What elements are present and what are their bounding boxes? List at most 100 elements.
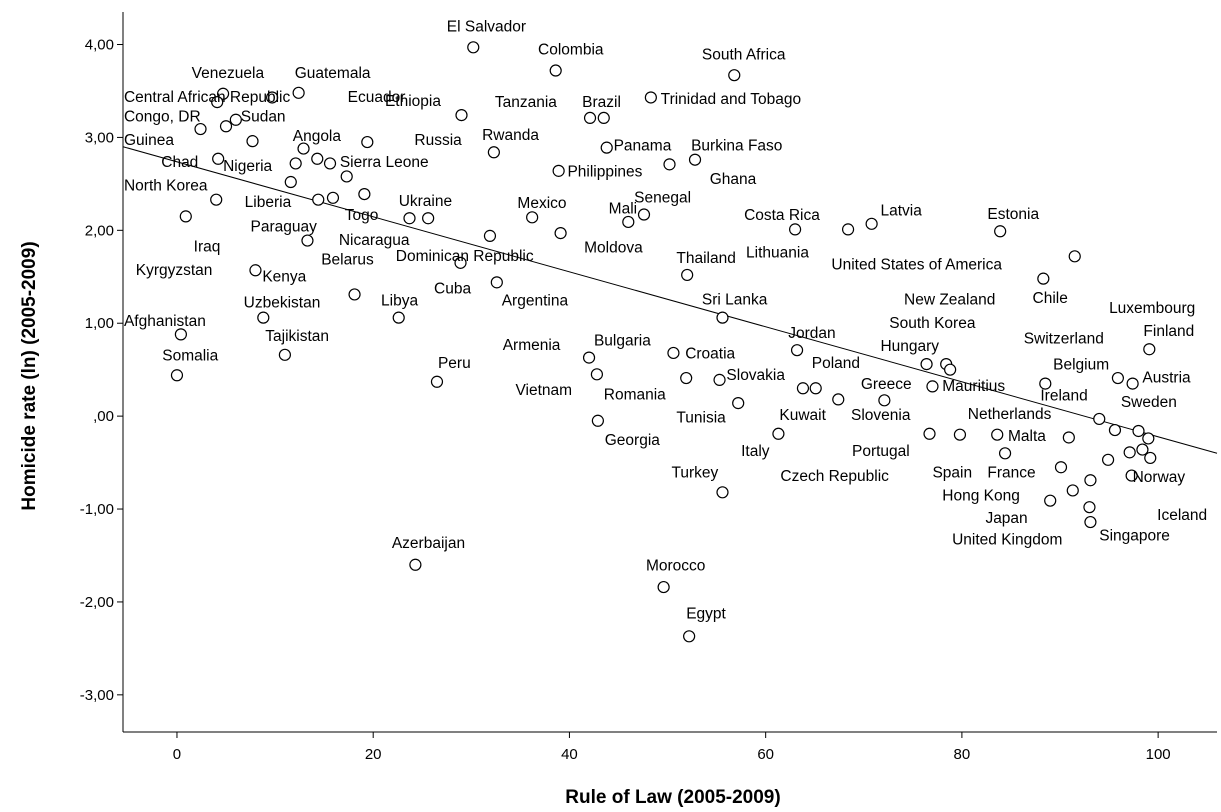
data-point [1093, 412, 1106, 426]
point-label: Peru [438, 355, 471, 372]
point-label: Singapore [1099, 528, 1170, 545]
data-point [289, 157, 302, 170]
point-label: Afghanistan [124, 313, 206, 330]
point-label: Liberia [245, 194, 292, 211]
data-point [582, 351, 596, 364]
point-label: New Zealand [904, 292, 995, 309]
data-point [323, 157, 337, 170]
point-label: Thailand [676, 250, 735, 267]
point-label: Trinidad and Tobago [661, 91, 801, 108]
fit-line-group [122, 146, 1218, 454]
point-label: Libya [381, 293, 418, 310]
data-point [600, 141, 613, 154]
point-label: Dominican Republic [396, 248, 534, 265]
data-point [219, 120, 233, 133]
point-label: Venezuela [192, 65, 265, 82]
point-label: Mauritius [942, 378, 1005, 395]
data-point [212, 152, 225, 165]
data-point [644, 91, 657, 104]
point-label: Latvia [880, 202, 922, 219]
data-point [487, 146, 500, 159]
point-label: United Kingdom [952, 531, 1062, 548]
data-point [1108, 423, 1122, 437]
point-label: Slovenia [851, 407, 911, 424]
data-point [246, 135, 259, 148]
data-point [358, 187, 371, 201]
data-point [455, 109, 468, 122]
data-point [430, 375, 444, 388]
point-label: Kenya [262, 268, 306, 285]
point-label: Mali [609, 201, 637, 218]
data-point [229, 113, 242, 126]
data-point [1132, 424, 1145, 438]
data-point [637, 208, 651, 221]
data-point [1054, 461, 1068, 474]
data-point [1144, 451, 1157, 465]
point-label: Iceland [1157, 507, 1207, 524]
data-point [170, 369, 184, 382]
data-point [409, 558, 422, 571]
data-point [865, 217, 878, 230]
y-tick-label: ,00 [93, 408, 114, 425]
point-label: Colombia [538, 42, 604, 59]
data-point [713, 373, 726, 386]
point-label: Vietnam [515, 382, 572, 399]
point-label: South Africa [702, 46, 786, 63]
data-point [772, 427, 785, 440]
point-label: Malta [1008, 428, 1046, 445]
data-point [998, 447, 1012, 460]
data-point [216, 87, 230, 100]
point-label: Finland [1143, 323, 1194, 340]
point-label: Croatia [685, 346, 735, 363]
data-point [688, 153, 702, 166]
x-tick-label: 100 [1146, 746, 1171, 763]
point-label: Rwanda [482, 127, 539, 144]
point-label: Brazil [582, 94, 621, 111]
point-label: Ethiopia [385, 93, 441, 110]
data-point [311, 152, 324, 165]
data-point [266, 91, 279, 104]
point-label: Angola [293, 128, 342, 145]
data-point [944, 363, 957, 376]
y-tick-label: 3,00 [85, 129, 114, 146]
data-point [994, 225, 1007, 238]
axes: 4,00 3,00 2,00 1,00 ,00 -1,00 -2,00 -3,00 0 20 40 6… [80, 12, 1217, 763]
data-point [483, 229, 497, 242]
point-label: Estonia [987, 206, 1039, 223]
point-label: Egypt [686, 606, 726, 623]
data-point [1062, 431, 1075, 444]
data-point [1143, 343, 1156, 356]
data-point [1123, 446, 1136, 459]
data-points [170, 41, 1157, 643]
point-label: Costa Rica [744, 207, 820, 224]
point-label: Guinea [124, 132, 174, 149]
data-point [1101, 453, 1115, 466]
point-label: Bulgaria [594, 333, 651, 350]
data-point [297, 142, 310, 155]
data-point [194, 122, 207, 136]
data-point [211, 96, 224, 109]
point-label: Moldova [584, 240, 643, 257]
point-label: Austria [1142, 370, 1191, 387]
data-point [1136, 443, 1149, 456]
point-label: Portugal [852, 443, 910, 460]
point-label: Romania [604, 386, 666, 403]
data-point [174, 328, 187, 341]
y-tick-label: -3,00 [80, 687, 114, 704]
point-label: Philippines [567, 163, 642, 180]
data-point [878, 394, 891, 407]
x-axis-title: Rule of Law (2005-2009) [565, 787, 780, 808]
x-tick-label: 80 [954, 746, 971, 763]
data-point [284, 175, 297, 189]
point-label: Ecuador [348, 89, 406, 106]
point-label: Guatemala [295, 65, 371, 82]
x-tick-label: 60 [757, 746, 774, 763]
point-label: Tanzania [495, 94, 557, 111]
y-tick-label: -2,00 [80, 594, 114, 611]
point-label: Switzerland [1024, 331, 1104, 348]
point-label: El Salvador [447, 19, 526, 36]
data-point [403, 212, 416, 225]
data-point [681, 268, 694, 282]
data-point [583, 111, 597, 125]
